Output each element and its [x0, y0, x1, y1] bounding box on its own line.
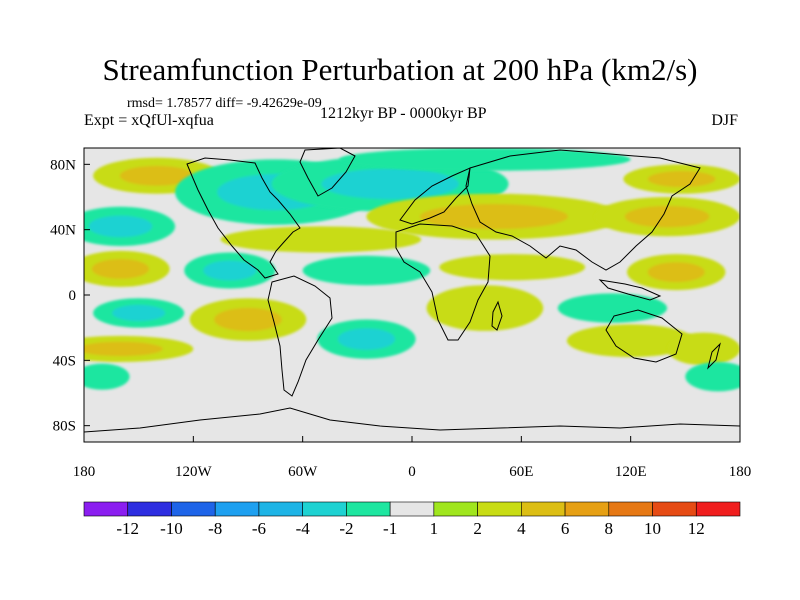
- y-tick-label: 40S: [53, 353, 76, 369]
- colorbar-swatch: [83, 501, 129, 517]
- colorbar-label: 12: [688, 519, 705, 538]
- colorbar-label: -6: [252, 519, 266, 538]
- anomaly-cell: [623, 164, 740, 194]
- colorbar-label: -10: [160, 519, 183, 538]
- anomaly-cell: [426, 285, 544, 331]
- colorbar-label: 2: [473, 519, 482, 538]
- anomaly-cell: [84, 206, 176, 246]
- colorbar-label: 4: [517, 519, 526, 538]
- x-tick-label: 120E: [615, 464, 647, 480]
- colorbar-label: -2: [339, 519, 353, 538]
- anomaly-cell: [566, 324, 695, 358]
- anomaly-cell: [84, 363, 130, 390]
- coast-indonesia: [598, 279, 662, 301]
- anomaly-cell: [220, 226, 422, 253]
- period-label: 1212kyr BP - 0000kyr BP: [320, 105, 487, 122]
- x-tick-label: 60E: [509, 464, 533, 480]
- coast-africa: [395, 223, 491, 341]
- coast-asia: [465, 149, 701, 271]
- anomaly-cell: [184, 252, 276, 289]
- x-tick-label: 180: [729, 464, 752, 480]
- anomaly-cell: [627, 254, 726, 291]
- coastlines: [84, 148, 740, 433]
- colorbar-swatch: [564, 501, 610, 517]
- season-label: DJF: [711, 112, 738, 129]
- x-tick-label: 180: [73, 464, 96, 480]
- y-tick-label: 80N: [50, 157, 76, 173]
- anomaly-cell: [84, 250, 170, 287]
- map-frame: [83, 147, 741, 443]
- colorbar-label: 1: [430, 519, 439, 538]
- stats-label: rmsd= 1.78577 diff= -9.42629e-09: [127, 96, 322, 111]
- colorbar-swatch: [477, 501, 522, 517]
- anomaly-cell: [93, 298, 185, 328]
- anomaly-cell: [317, 319, 416, 359]
- coast-north-america: [186, 157, 301, 279]
- colorbar-label: 8: [605, 519, 614, 538]
- colorbar-label: -8: [208, 519, 222, 538]
- colorbar-swatch: [652, 501, 697, 517]
- x-tick-label: 120W: [175, 464, 213, 480]
- x-tick-label: 0: [408, 464, 416, 480]
- colorbar-swatch: [433, 501, 478, 517]
- anomaly-cell: [366, 193, 622, 240]
- y-tick-label: 0: [69, 288, 77, 304]
- colorbar-label: -1: [383, 519, 397, 538]
- anomaly-cell: [667, 332, 740, 366]
- colorbar-swatch: [521, 501, 566, 517]
- colorbar-swatch: [695, 501, 741, 517]
- coast-antarctica: [84, 407, 740, 433]
- anomaly-cell: [339, 148, 631, 171]
- axes: 180 120W 60W 0 60E 120E 180 80N 40N 0 40S 80S: [50, 157, 751, 480]
- anomaly-cell: [302, 255, 431, 286]
- chart-title: Streamfunction Perturbation at 200 hPa (…: [102, 52, 698, 87]
- y-tick-label: 40N: [50, 223, 76, 239]
- coast-new-zealand: [707, 342, 721, 370]
- anomaly-cell: [557, 293, 668, 323]
- anomaly-cell: [594, 197, 740, 237]
- coast-europe: [399, 167, 471, 225]
- colorbar-swatch: [258, 501, 303, 517]
- y-tick-label: 80S: [53, 419, 76, 435]
- anomaly-cell: [84, 335, 194, 362]
- colorbar-label: -4: [296, 519, 311, 538]
- experiment-label: Expt = xQfUl-xqfua: [84, 112, 214, 129]
- coast-south-america: [267, 275, 333, 397]
- colorbar-swatch: [608, 501, 653, 517]
- colorbar-swatch: [302, 501, 347, 517]
- colorbar-label: 10: [644, 519, 661, 538]
- coast-madagascar: [491, 300, 503, 331]
- colorbar-label: -12: [116, 519, 139, 538]
- colorbar-swatch: [346, 501, 391, 517]
- coast-australia: [605, 309, 683, 363]
- anomaly-cell: [439, 254, 586, 281]
- anomaly-field: [84, 148, 740, 392]
- colorbar: -12 -10 -8 -6 -4 -2 -1 1 2 4 6 8 10 12: [83, 501, 741, 538]
- anomaly-cell: [189, 298, 307, 341]
- colorbar-swatch: [127, 501, 172, 517]
- colorbar-swatch: [171, 501, 216, 517]
- colorbar-swatch: [214, 501, 260, 517]
- coast-greenland: [299, 148, 356, 197]
- anomaly-cell: [685, 361, 740, 392]
- x-tick-label: 60W: [288, 464, 318, 480]
- colorbar-label: 6: [561, 519, 570, 538]
- colorbar-swatch: [389, 501, 435, 517]
